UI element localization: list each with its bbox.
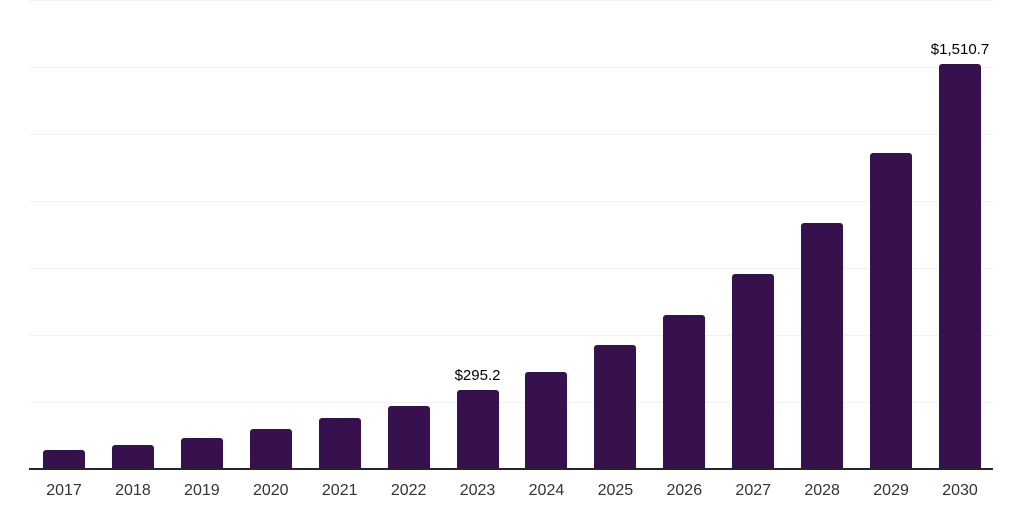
- bar-2017: [43, 449, 85, 469]
- bar-2021: [318, 418, 361, 469]
- x-tick-2026: 2026: [666, 482, 703, 499]
- bar-2020: [249, 429, 292, 469]
- gridline-750: [29, 268, 993, 269]
- bar-2028: [801, 222, 844, 469]
- x-tick-2027: 2027: [735, 482, 772, 499]
- bar-2023: [456, 389, 499, 469]
- bar-2030: [939, 64, 981, 469]
- bar-2022: [387, 406, 430, 469]
- bar-2026: [663, 315, 706, 469]
- bar-2024: [525, 371, 568, 469]
- gridline-250: [29, 402, 993, 403]
- gridline-1000: [29, 201, 993, 202]
- x-axis-line: [29, 468, 993, 470]
- gridline-500: [29, 335, 993, 336]
- bar-2025: [594, 345, 637, 469]
- x-tick-2024: 2024: [528, 482, 565, 499]
- bar-2019: [180, 438, 223, 469]
- data-label-2030: $1,510.7: [930, 41, 990, 59]
- gridline-1250: [29, 134, 993, 135]
- gridline-1500: [29, 67, 993, 68]
- x-tick-2019: 2019: [184, 482, 220, 499]
- data-label-2023: $295.2: [454, 366, 501, 384]
- x-tick-2017: 2017: [46, 482, 82, 499]
- gridline-1750: [29, 0, 993, 1]
- x-tick-2020: 2020: [252, 482, 289, 499]
- x-tick-2025: 2025: [597, 482, 634, 499]
- x-tick-2029: 2029: [873, 482, 909, 499]
- x-tick-2030: 2030: [942, 482, 978, 499]
- bar-2027: [732, 274, 775, 469]
- x-tick-2018: 2018: [115, 482, 151, 499]
- x-tick-2028: 2028: [804, 482, 840, 499]
- bar-2018: [111, 444, 154, 469]
- bar-2029: [870, 153, 913, 469]
- x-tick-2022: 2022: [390, 482, 427, 499]
- x-tick-2023: 2023: [459, 482, 496, 499]
- x-tick-2021: 2021: [321, 482, 358, 499]
